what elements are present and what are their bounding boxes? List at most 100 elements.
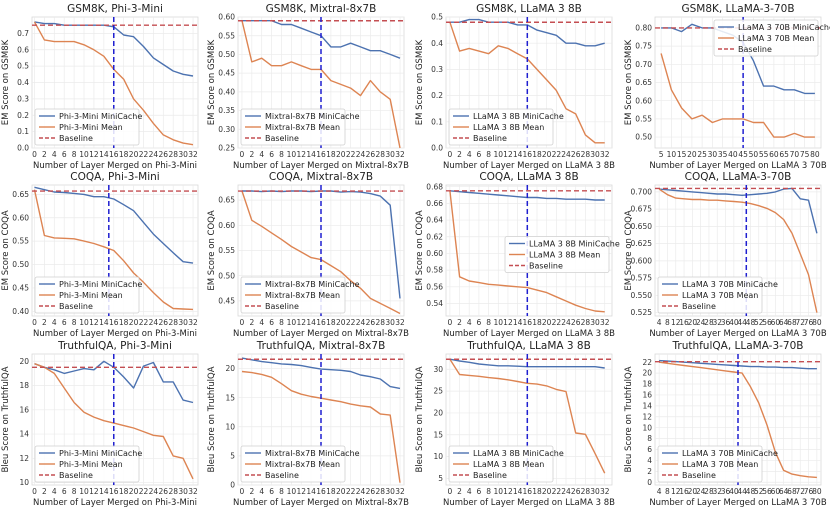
legend-entry: Mixtral-8x7B Mean — [265, 460, 340, 469]
y-tick-label: 6 — [647, 445, 652, 454]
x-tick-label: 12 — [296, 318, 306, 327]
legend-box — [240, 445, 346, 483]
legend-entry: Phi-3-Mini MiniCache — [59, 280, 142, 289]
x-tick-label: 26 — [159, 487, 169, 496]
legend: LLaMA 3 70B MiniCache LLaMA 3 70B Mean Bas… — [657, 276, 778, 314]
x-tick-label: 20 — [129, 150, 139, 159]
x-tick-label: 4 — [259, 487, 264, 496]
x-tick-label: 16 — [316, 318, 326, 327]
y-axis-label: EM Score on GSM8K — [415, 39, 425, 125]
legend: LLaMA 3 8B MiniCache LLaMA 3 8B Mean Basel… — [448, 108, 564, 146]
x-tick-label: 32 — [188, 150, 198, 159]
legend-box — [657, 445, 763, 483]
x-tick-label: 28 — [581, 487, 591, 496]
legend-entry: Mixtral-8x7B Mean — [265, 123, 340, 132]
legend-entry: Phi-3-Mini MiniCache — [59, 112, 142, 121]
y-tick-label: 18 — [19, 381, 29, 390]
y-tick-label: 0.68 — [426, 182, 443, 191]
x-tick-label: 20 — [687, 150, 697, 159]
x-tick-label: 6 — [477, 150, 482, 159]
x-tick-label: 26 — [366, 150, 376, 159]
y-tick-label: 0.66 — [426, 199, 443, 208]
y-tick-label: 0.7 — [17, 29, 29, 38]
y-tick-label: 0.650 — [631, 222, 653, 231]
x-tick-label: 8 — [72, 318, 77, 327]
x-tick-label: 10 — [667, 150, 677, 159]
y-tick-label: 0.550 — [631, 291, 653, 300]
legend-entry: Baseline — [265, 471, 299, 480]
x-tick-label: 20 — [336, 150, 346, 159]
x-tick-label: 8 — [486, 150, 491, 159]
x-tick-label: 8 — [279, 150, 284, 159]
legend-entry: LLaMA 3 70B Mean — [682, 460, 758, 469]
y-tick-label: 30 — [433, 365, 443, 374]
y-tick-label: 15 — [225, 393, 235, 402]
x-tick-label: 22 — [139, 150, 149, 159]
x-tick-label: 2 — [249, 150, 254, 159]
y-tick-label: 4 — [647, 456, 652, 465]
x-tick-label: 6 — [477, 487, 482, 496]
legend: LLaMA 3 8B MiniCache LLaMA 3 8B Mean Basel… — [448, 445, 564, 483]
panel-title: GSM8K, LLaMA-3-70B — [681, 3, 794, 15]
y-tick-label: 20 — [642, 369, 652, 378]
y-tick-label: 0.50 — [12, 260, 29, 269]
x-tick-label: 4 — [657, 318, 662, 327]
y-tick-label: 0.60 — [635, 96, 652, 105]
panel-title: COQA, Phi-3-Mini — [70, 171, 159, 183]
x-tick-label: 26 — [366, 487, 376, 496]
y-tick-label: 0.25 — [218, 144, 235, 153]
x-tick-label: 22 — [139, 318, 149, 327]
x-tick-label: 32 — [395, 487, 405, 496]
x-tick-label: 12 — [503, 487, 513, 496]
x-tick-label: 12 — [89, 487, 99, 496]
x-tick-label: 44 — [737, 318, 747, 327]
x-tick-label: 18 — [119, 150, 129, 159]
x-tick-label: 18 — [326, 318, 336, 327]
y-tick-label: 0.45 — [218, 69, 235, 78]
x-tick-label: 26 — [571, 487, 581, 496]
x-tick-label: 22 — [552, 487, 562, 496]
x-tick-label: 30 — [590, 487, 600, 496]
x-tick-label: 16 — [679, 487, 689, 496]
x-tick-label: 72 — [795, 318, 805, 327]
legend: LLaMA 3 70B MiniCache LLaMA 3 70B Mean Bas… — [713, 19, 830, 57]
x-tick-label: 20 — [129, 318, 139, 327]
chart-panel-2: 0.250.300.350.400.450.500.550.600 2 4 6 8 10 1… — [207, 3, 409, 171]
x-tick-label: 24 — [561, 150, 571, 159]
legend-entry: LLaMA 3 70B Mean — [738, 34, 814, 43]
x-tick-label: 20 — [688, 318, 698, 327]
x-tick-label: 6 — [269, 150, 274, 159]
x-tick-label: 2 — [42, 318, 47, 327]
y-tick-label: 0.1 — [431, 117, 443, 126]
chart-panel-6: 0.450.500.550.600.650 2 4 6 8 10 12 14 16 18 20 22 2… — [207, 171, 409, 339]
x-tick-label: 14 — [513, 487, 523, 496]
x-tick-label: 2 — [42, 487, 47, 496]
y-axis-label: Bleu Score on TruthfulQA — [624, 366, 634, 472]
y-tick-label: 25 — [433, 387, 443, 396]
y-tick-label: 20 — [433, 409, 443, 418]
x-tick-label: 20 — [129, 487, 139, 496]
legend-entry: Baseline — [59, 134, 93, 143]
legend-entry: LLaMA 3 70B MiniCache — [682, 280, 778, 289]
panel-title: TruthfulQA, LLaMA-3-70B — [672, 340, 804, 352]
x-tick-label: 30 — [178, 318, 188, 327]
y-tick-label: 0.55 — [635, 114, 652, 123]
y-tick-label: 0.45 — [218, 296, 235, 305]
legend: Phi-3-Mini MiniCache Phi-3-Mini Mean Basel… — [34, 108, 142, 146]
x-tick-label: 12 — [296, 150, 306, 159]
x-tick-label: 40 — [729, 487, 739, 496]
x-tick-label: 72 — [795, 487, 805, 496]
chart-panel-4: 0.50 0.55 0.60 0.65 0.70 0.75 0.80 5 10 15 20 25 30 3… — [624, 3, 830, 171]
chart-panel-7: 0.540.560.580.600.620.640.660.680 2 4 6 8 10 1… — [415, 171, 620, 339]
x-tick-label: 26 — [159, 150, 169, 159]
x-tick-label: 8 — [486, 318, 491, 327]
x-tick-label: 32 — [712, 318, 722, 327]
x-axis-label: Number of Layer Merged on Mixtral-8x7B — [233, 329, 409, 339]
x-tick-label: 22 — [552, 150, 562, 159]
panel-title: COQA, LLaMA-3-70B — [685, 171, 792, 183]
x-tick-label: 6 — [269, 487, 274, 496]
x-tick-label: 28 — [581, 150, 591, 159]
x-axis-label: Number of Layer Merged on LLaMA 3 70B — [649, 498, 827, 508]
